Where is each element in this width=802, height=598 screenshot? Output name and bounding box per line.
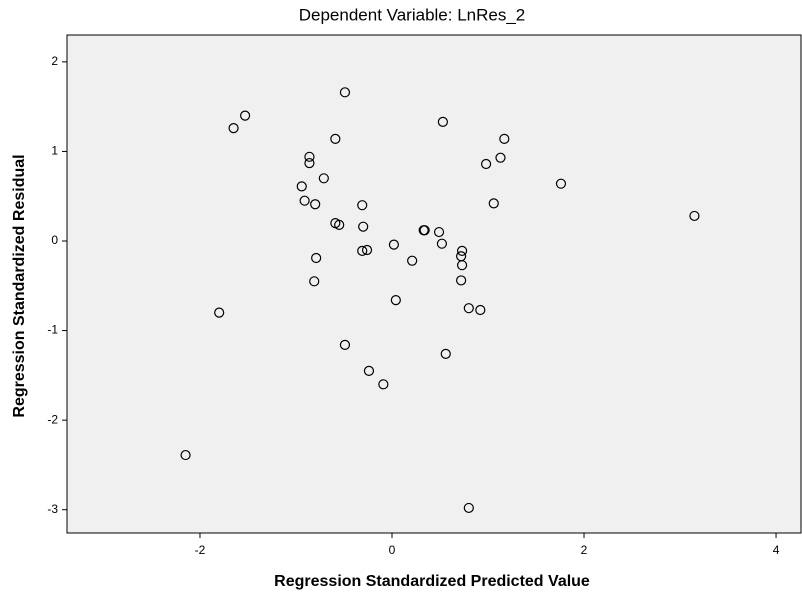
point [214,307,225,318]
point [363,365,375,376]
point [311,252,322,264]
x-tick-label: -2 [195,543,206,557]
y-tick-label: 2 [51,54,58,68]
point [310,199,321,210]
point [436,238,448,249]
y-tick-label: -1 [47,323,58,337]
point [388,239,400,250]
point [475,304,486,316]
point [304,157,315,169]
point [239,110,251,121]
plot-area [66,34,802,534]
point [180,449,191,461]
point [334,219,345,230]
point [555,178,567,189]
point [456,245,468,256]
point [419,225,430,236]
point [463,303,474,314]
point [361,244,373,256]
point [689,210,700,222]
x-tick-label: 2 [581,543,588,557]
y-tick-label: 1 [51,144,58,158]
x-axis-title: Regression Standardized Predicted Value [274,573,590,590]
point [318,173,329,184]
point [456,260,468,271]
chart-title: Dependent Variable: LnRes_2 [299,5,526,24]
point [339,339,351,351]
point [358,221,369,232]
y-axis-title: Regression Standardized Residual [11,154,28,417]
point [309,276,320,287]
point [299,195,310,206]
point [407,255,418,266]
point [357,245,368,256]
point [499,133,510,144]
point [330,133,341,144]
point [437,116,448,127]
point [480,158,492,170]
y-tick-label: -2 [47,412,58,426]
point [488,198,499,209]
point [339,87,351,98]
point [228,123,239,134]
point [378,379,389,390]
x-tick-label: 0 [389,543,396,557]
point [304,151,315,162]
y-tick-label: 0 [51,233,58,247]
y-tick-label: -3 [47,502,58,516]
point [357,200,368,211]
point [495,152,506,163]
point [440,348,451,359]
point [456,275,467,286]
point [463,502,474,514]
x-tick-label: 4 [773,543,780,557]
point [390,295,401,306]
point [296,181,307,192]
point [433,226,445,238]
